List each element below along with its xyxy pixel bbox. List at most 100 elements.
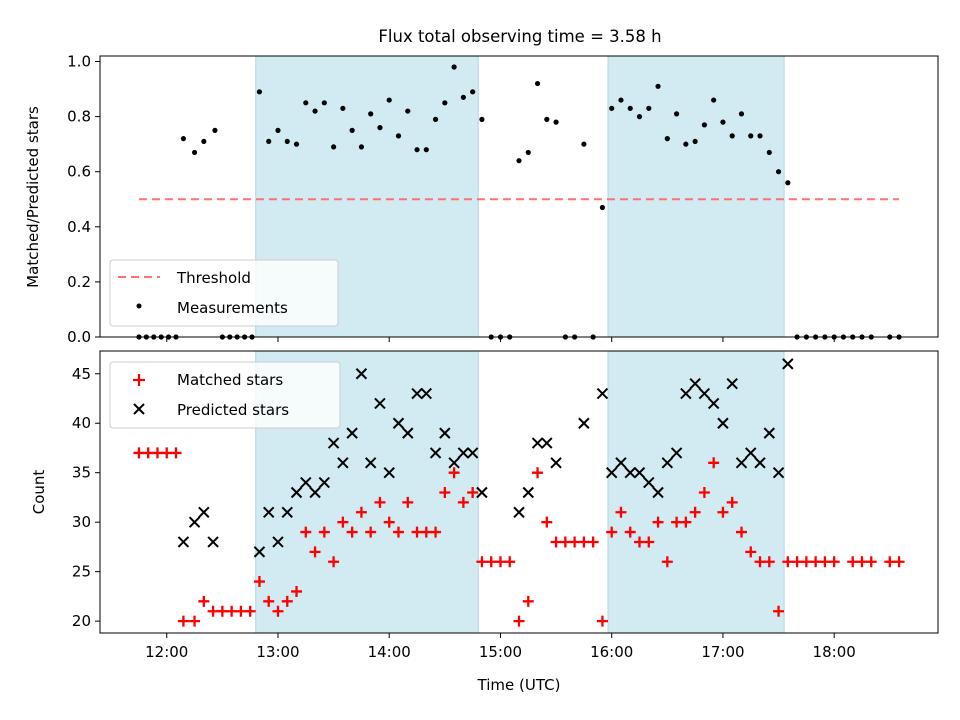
matched-marker — [177, 615, 189, 627]
matched-star-markers — [133, 447, 905, 627]
x-axis-label: Time (UTC) — [477, 676, 561, 694]
measurement-point — [711, 97, 717, 103]
matched-marker — [698, 486, 710, 498]
measurement-point — [720, 119, 726, 125]
x-tick-label: 15:00 — [479, 643, 522, 661]
top-legend-box — [109, 259, 339, 327]
matched-marker — [550, 536, 562, 548]
matched-marker — [735, 526, 747, 538]
measurement-point — [646, 105, 652, 111]
top-axes-frame — [99, 55, 939, 338]
measurement-point — [275, 127, 281, 133]
matched-marker — [810, 556, 822, 568]
measurement-point — [312, 108, 318, 114]
top-panel: 0.0 0.2 0.4 0.6 0.8 1.0 Matched/Predicted sta… — [24, 53, 939, 346]
matched-marker — [439, 486, 451, 498]
matched-marker — [893, 556, 905, 568]
matched-marker — [355, 506, 367, 518]
matched-marker — [856, 556, 868, 568]
y-tick-label: 35 — [72, 464, 91, 482]
matched-marker — [457, 496, 469, 508]
matched-marker — [652, 516, 664, 528]
measurement-point — [534, 80, 541, 87]
matched-marker — [198, 595, 210, 607]
predicted-marker — [402, 427, 414, 439]
measurement-point — [609, 105, 615, 111]
measurement-point — [386, 97, 392, 103]
matched-marker — [253, 576, 265, 588]
matched-marker — [161, 447, 173, 459]
matched-marker — [318, 526, 330, 538]
measurement-point — [340, 105, 346, 111]
measurement-point — [581, 141, 587, 147]
measurement-point — [525, 149, 531, 156]
matched-marker — [281, 595, 293, 607]
legend-measurements-label: Measurements — [177, 299, 288, 317]
measurement-point — [479, 116, 485, 122]
matched-marker — [578, 536, 590, 548]
y-tick-label: 25 — [72, 563, 91, 581]
matched-marker — [467, 486, 479, 498]
matched-marker — [346, 526, 358, 538]
predicted-marker — [522, 486, 534, 499]
matched-marker — [828, 556, 840, 568]
matched-marker — [133, 447, 145, 459]
measurement-point — [701, 122, 707, 128]
predicted-marker — [281, 506, 293, 518]
predicted-marker — [448, 457, 460, 469]
measurement-point — [180, 136, 187, 142]
measurement-point — [451, 64, 457, 70]
predicted-marker — [513, 506, 525, 518]
predicted-marker — [726, 377, 738, 390]
matched-marker — [402, 496, 414, 508]
x-tick-label: 17:00 — [701, 643, 744, 661]
predicted-star-markers — [177, 358, 794, 558]
predicted-marker — [745, 447, 757, 459]
predicted-marker — [439, 427, 451, 439]
predicted-marker — [707, 397, 720, 410]
matched-marker — [263, 595, 275, 607]
predicted-marker — [624, 466, 636, 479]
matched-marker — [634, 536, 646, 548]
predicted-marker — [337, 457, 349, 469]
measurement-point — [368, 111, 374, 117]
measurement-point — [775, 169, 782, 175]
measurement-point — [423, 147, 429, 153]
measurement-point — [655, 83, 661, 89]
legend-measurements-swatch — [136, 303, 142, 309]
predicted-marker — [531, 437, 544, 449]
matched-marker — [643, 536, 655, 548]
predicted-marker — [420, 387, 433, 400]
bottom-x-ticks: 12:00 13:00 14:00 15:00 16:00 17:00 18:00 — [145, 633, 856, 661]
predicted-marker — [300, 476, 312, 489]
matched-marker — [430, 526, 442, 538]
measurement-point — [544, 116, 550, 122]
matched-marker — [671, 516, 683, 528]
predicted-marker — [772, 466, 785, 479]
measurement-point — [432, 116, 439, 122]
matched-marker — [773, 605, 785, 617]
matched-marker — [717, 506, 729, 518]
y-tick-label: 0.6 — [67, 163, 91, 181]
matched-marker — [189, 615, 201, 627]
y-tick-label: 20 — [72, 612, 91, 630]
measurement-point — [470, 89, 476, 95]
matched-marker — [587, 536, 599, 548]
y-tick-label: 40 — [72, 414, 91, 432]
measurement-point — [303, 100, 309, 106]
x-tick-label: 16:00 — [590, 643, 633, 661]
matched-marker — [569, 536, 581, 548]
measurement-point — [757, 133, 763, 139]
predicted-marker — [670, 447, 683, 459]
measurement-point — [293, 141, 300, 147]
predicted-marker — [689, 377, 701, 390]
measurement-point — [683, 141, 689, 147]
matched-marker — [272, 605, 284, 617]
predicted-marker — [661, 457, 674, 469]
matched-marker — [392, 526, 404, 538]
predicted-marker — [318, 476, 331, 489]
x-tick-label: 13:00 — [256, 643, 299, 661]
predicted-marker — [383, 466, 395, 479]
predicted-marker — [541, 437, 553, 449]
